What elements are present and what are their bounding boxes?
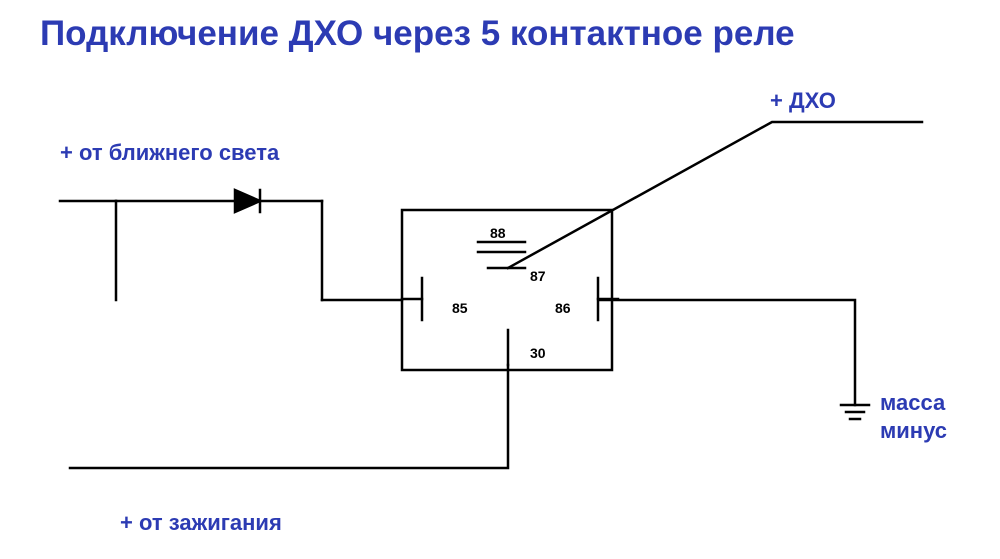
relay-wiring-diagram — [0, 0, 1000, 559]
